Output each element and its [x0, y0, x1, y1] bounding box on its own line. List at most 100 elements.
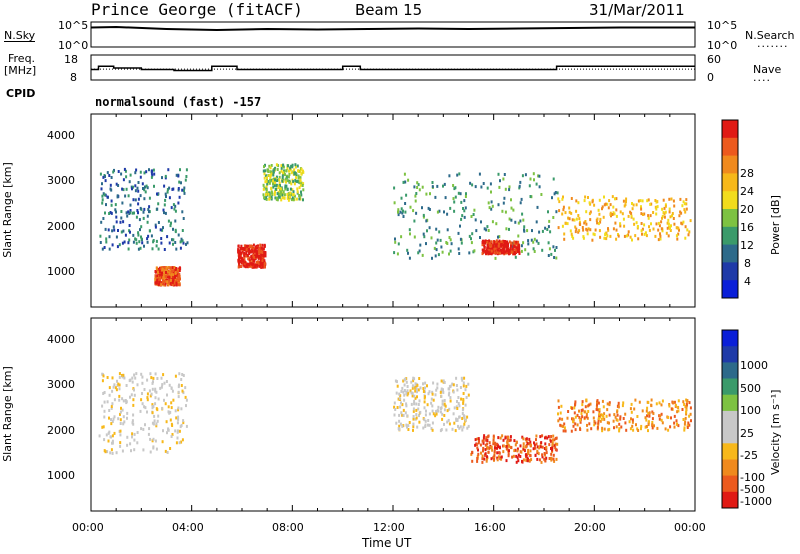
heatmap-cell — [500, 251, 503, 255]
heatmap-cell — [146, 240, 149, 244]
heatmap-cell — [437, 409, 440, 413]
heatmap-cell — [579, 428, 582, 431]
heatmap-cell — [483, 457, 486, 461]
heatmap-cell — [287, 192, 290, 196]
heatmap-cell — [292, 190, 295, 194]
heatmap-cell — [511, 247, 514, 251]
heatmap-cell — [108, 393, 111, 397]
heatmap-cell — [129, 378, 132, 382]
heatmap-cell — [591, 238, 594, 242]
heatmap-cell — [160, 283, 163, 286]
heatmap-cell — [447, 393, 450, 397]
heatmap-cell — [541, 455, 544, 459]
heatmap-cell — [143, 171, 146, 175]
heatmap-cell — [393, 401, 396, 405]
heatmap-cell — [643, 232, 646, 236]
power-cbar-label: Power [dB] — [769, 195, 782, 255]
heatmap-cell — [669, 229, 672, 232]
heatmap-cell — [158, 281, 161, 285]
heatmap-cell — [625, 428, 628, 432]
heatmap-cell — [608, 199, 611, 203]
heatmap-cell — [105, 203, 107, 207]
heatmap-cell — [422, 390, 425, 393]
heatmap-cell — [250, 255, 253, 258]
heatmap-cell — [657, 228, 660, 232]
heatmap-cell — [477, 452, 480, 456]
heatmap-cell — [596, 403, 598, 407]
heatmap-cell — [528, 442, 530, 446]
heatmap-cell — [458, 426, 461, 430]
heatmap-cell — [151, 403, 154, 407]
heatmap-cell — [246, 262, 249, 266]
heatmap-cell — [263, 165, 265, 169]
heatmap-cell — [461, 378, 464, 382]
heatmap-cell — [122, 373, 125, 377]
heatmap-cell — [104, 211, 106, 215]
heatmap-cell — [441, 412, 444, 416]
heatmap-cell — [288, 172, 291, 176]
heatmap-cell — [502, 201, 505, 205]
heatmap-cell — [586, 428, 589, 432]
heatmap-cell — [663, 212, 666, 216]
heatmap-cell — [129, 442, 132, 446]
heatmap-cell — [658, 414, 661, 418]
heatmap-cell — [175, 283, 178, 287]
heatmap-cell — [435, 388, 438, 392]
heatmap-cell — [638, 400, 641, 404]
heatmap-cell — [276, 179, 279, 182]
heatmap-cell — [680, 211, 683, 215]
heatmap-cell — [106, 400, 109, 404]
heatmap-cell — [557, 412, 559, 416]
heatmap-cell — [614, 197, 616, 201]
heatmap-cell — [414, 382, 417, 386]
heatmap-cell — [458, 252, 461, 255]
heatmap-cell — [675, 226, 678, 230]
heatmap-cell — [434, 195, 437, 199]
heatmap-cell — [252, 259, 255, 263]
heatmap-cell — [601, 426, 604, 430]
heatmap-cell — [451, 382, 454, 386]
heatmap-cell — [237, 260, 240, 264]
heatmap-cell — [523, 225, 526, 229]
heatmap-cell — [173, 283, 176, 287]
heatmap-cell — [134, 189, 137, 193]
heatmap-cell — [146, 398, 149, 402]
heatmap-cell — [156, 278, 158, 282]
heatmap-cell — [646, 406, 649, 410]
heatmap-cell — [648, 411, 651, 415]
heatmap-cell — [268, 174, 271, 177]
heatmap-cell — [517, 240, 520, 244]
heatmap-cell — [174, 274, 177, 278]
heatmap-cell — [407, 251, 409, 255]
heatmap-cell — [443, 414, 446, 417]
heatmap-cell — [461, 412, 464, 415]
heatmap-cell — [141, 381, 144, 385]
heatmap-cell — [673, 204, 676, 208]
heatmap-cell — [399, 422, 402, 426]
heatmap-cell — [536, 205, 539, 209]
heatmap-cell — [437, 405, 440, 409]
heatmap-cell — [453, 200, 456, 204]
heatmap-cell — [395, 421, 398, 425]
heatmap-cell — [416, 425, 419, 429]
power-cbar-tick: 16 — [740, 221, 754, 234]
heatmap-cell — [631, 424, 634, 428]
heatmap-cell — [628, 420, 631, 424]
heatmap-cell — [164, 449, 167, 453]
heatmap-cell — [250, 244, 253, 248]
heatmap-cell — [667, 234, 670, 238]
heatmap-cell — [650, 398, 653, 402]
nave-label: Nave — [753, 63, 782, 76]
heatmap-cell — [177, 278, 180, 282]
heatmap-cell — [494, 244, 497, 248]
heatmap-cell — [302, 188, 305, 192]
heatmap-cell — [287, 198, 290, 202]
heatmap-cell — [606, 234, 609, 238]
heatmap-cell — [300, 190, 302, 194]
heatmap-cell — [643, 212, 646, 216]
heatmap-cell — [443, 408, 446, 412]
heatmap-cell — [265, 193, 267, 197]
heatmap-cell — [173, 280, 176, 284]
heatmap-cell — [525, 437, 528, 441]
heatmap-cell — [260, 253, 263, 257]
